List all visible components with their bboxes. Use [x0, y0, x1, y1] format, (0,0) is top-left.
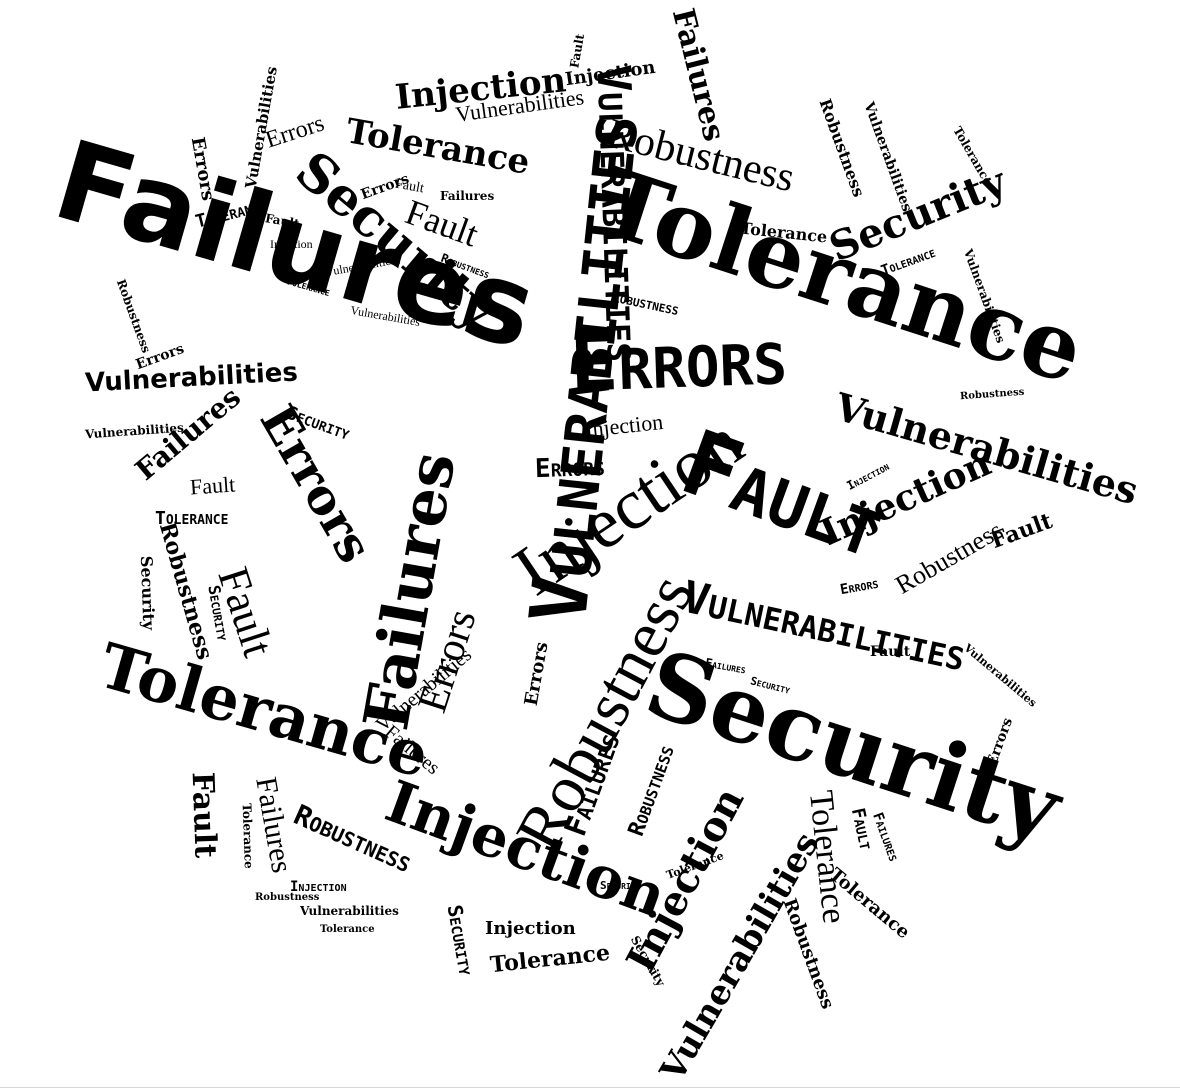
word-robustness-tiny-bottom: Robustness: [255, 892, 320, 903]
word-robustness-tiny-left: Robustness: [113, 277, 154, 355]
word-injection-stencil-bottom: Injection: [290, 879, 347, 895]
word-vulnerabilities-small-top-right: Vulnerabilities: [860, 100, 915, 214]
word-injection-small-center: Injection: [583, 408, 665, 443]
word-vulnerabilities-left: Vulnerabilities: [84, 357, 299, 399]
word-fault-small: Fault: [189, 471, 237, 500]
word-robustness-stencil-bottom: Robustness: [623, 742, 680, 840]
word-failures-top: Failures: [664, 4, 732, 145]
word-failures-bottom-left: Failures: [249, 774, 299, 876]
word-tolerance-top: Tolerance: [342, 111, 533, 183]
word-tolerance-tiny-bottom: Tolerance: [320, 924, 375, 935]
word-fault-right: Fault: [987, 507, 1056, 555]
word-tolerance-stencil-left: Tolerance: [155, 508, 229, 529]
word-fault-small-right: Fault: [870, 644, 911, 660]
word-security-small-left: Security: [136, 555, 159, 631]
word-vulnerabilities-vertical-top: Vulnerabilities: [586, 63, 651, 363]
word-fault-bottom-left: Fault: [184, 771, 223, 859]
word-injection-small-bottom: Injection: [485, 918, 576, 939]
word-security-stencil-bottom: Security: [442, 902, 479, 978]
word-tolerance-bottom-right: Tolerance: [801, 788, 853, 926]
word-failures-stencil-right: Failures: [869, 810, 902, 864]
divider: [0, 1087, 1180, 1088]
word-security-stencil-tiny: Security: [600, 879, 641, 892]
word-vulnerabilities-tiny-right-lower: Vulnerabilities: [961, 641, 1040, 710]
word-failures-tiny-top-center: Failures: [440, 189, 495, 203]
word-robustness-small-top-right: Robustness: [815, 96, 869, 200]
word-errors-stencil-small: Errors: [534, 451, 606, 485]
word-vulnerabilities-bottom-small: Vulnerabilities: [300, 904, 399, 918]
word-fault-stencil-right: Fault: [846, 806, 877, 852]
word-errors-stencil-right: Errors: [838, 575, 880, 599]
word-fault-tiny-top: Fault: [567, 32, 588, 70]
word-errors-small-center: Errors: [520, 640, 553, 708]
word-tolerance-small-bottom-center: Tolerance: [488, 939, 612, 979]
word-robustness-tiny-right: Robustness: [959, 386, 1025, 403]
word-tolerance-tiny-left: Tolerance: [239, 803, 256, 869]
word-injection-tiny-left: Injection: [270, 237, 313, 251]
